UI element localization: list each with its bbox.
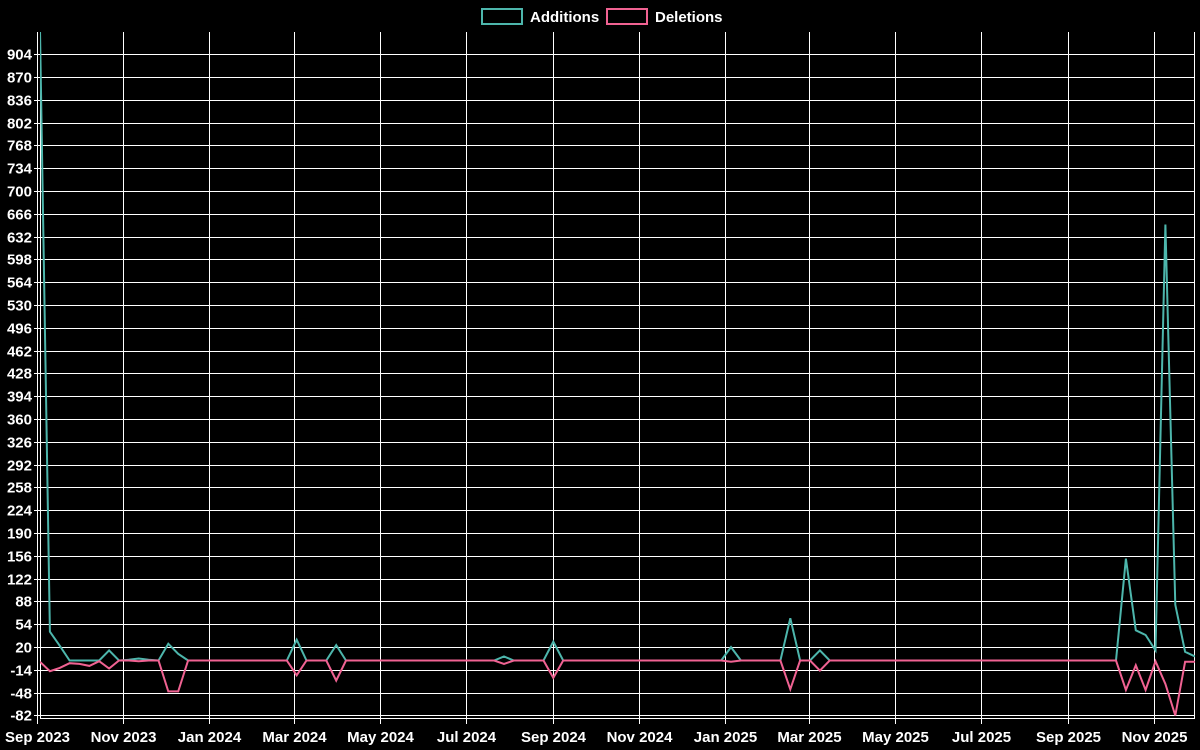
y-tick-label: 258	[7, 480, 32, 497]
y-tick-label: 632	[7, 230, 32, 247]
x-tick-label: Mar 2024	[262, 729, 327, 746]
y-tick-label: 904	[7, 47, 33, 64]
y-gridlines	[34, 54, 1195, 716]
additions-line	[40, 32, 1195, 662]
x-tick-label: May 2024	[347, 729, 414, 746]
y-tick-label: 734	[7, 161, 33, 178]
x-tick-label: Sep 2024	[521, 729, 587, 746]
y-tick-label: -14	[10, 663, 32, 680]
y-tick-label: -82	[10, 708, 32, 725]
y-tick-label: 224	[7, 503, 33, 520]
axes	[40, 32, 1195, 719]
y-tick-label: 836	[7, 93, 32, 110]
x-tick-label: Nov 2024	[607, 729, 674, 746]
y-tick-label: 394	[7, 389, 33, 406]
y-tick-label: 88	[15, 594, 32, 611]
x-tick-label: Jul 2024	[437, 729, 497, 746]
x-tick-label: Sep 2025	[1036, 729, 1101, 746]
y-tick-label: 54	[15, 617, 32, 634]
x-gridlines	[37, 32, 1155, 724]
y-tick-label: 530	[7, 298, 32, 315]
x-tick-label: Nov 2025	[1122, 729, 1188, 746]
y-tick-label: 496	[7, 321, 32, 338]
y-tick-label: 292	[7, 458, 32, 475]
deletions-legend-label: Deletions	[655, 9, 723, 26]
x-tick-label: Jan 2024	[178, 729, 242, 746]
additions-legend-label: Additions	[530, 9, 599, 26]
deletions-line	[40, 658, 1195, 716]
x-axis-labels: Sep 2023 Nov 2023 Jan 2024 Mar 2024 May 2024…	[5, 729, 1187, 746]
y-tick-label: 802	[7, 116, 32, 133]
additions-legend-swatch	[481, 8, 523, 25]
x-tick-label: Mar 2025	[777, 729, 841, 746]
y-tick-label: 598	[7, 252, 32, 269]
y-tick-label: 700	[7, 184, 32, 201]
y-tick-label: 20	[15, 640, 32, 657]
x-tick-label: Nov 2023	[91, 729, 157, 746]
x-tick-label: Sep 2023	[5, 729, 70, 746]
x-tick-label: Jul 2025	[952, 729, 1011, 746]
y-tick-label: 360	[7, 412, 32, 429]
y-tick-label: 428	[7, 366, 32, 383]
y-tick-label: 870	[7, 70, 32, 87]
y-tick-label: 564	[7, 275, 33, 292]
y-tick-label: 666	[7, 207, 32, 224]
legend: Additions Deletions	[481, 8, 723, 26]
y-tick-label: 190	[7, 526, 32, 543]
series-lines	[40, 32, 1195, 716]
x-tick-label: Jan 2025	[694, 729, 757, 746]
y-tick-label: -48	[10, 686, 32, 703]
x-tick-label: May 2025	[862, 729, 929, 746]
y-tick-label: 156	[7, 549, 32, 566]
y-axis-labels: 904 870 836 802 768 734 700 666 632 598 564 530 496 4…	[7, 47, 33, 725]
y-tick-label: 768	[7, 138, 32, 155]
deletions-legend-swatch	[606, 8, 648, 25]
y-tick-label: 122	[7, 572, 32, 589]
y-tick-label: 462	[7, 344, 32, 361]
y-tick-label: 326	[7, 435, 32, 452]
